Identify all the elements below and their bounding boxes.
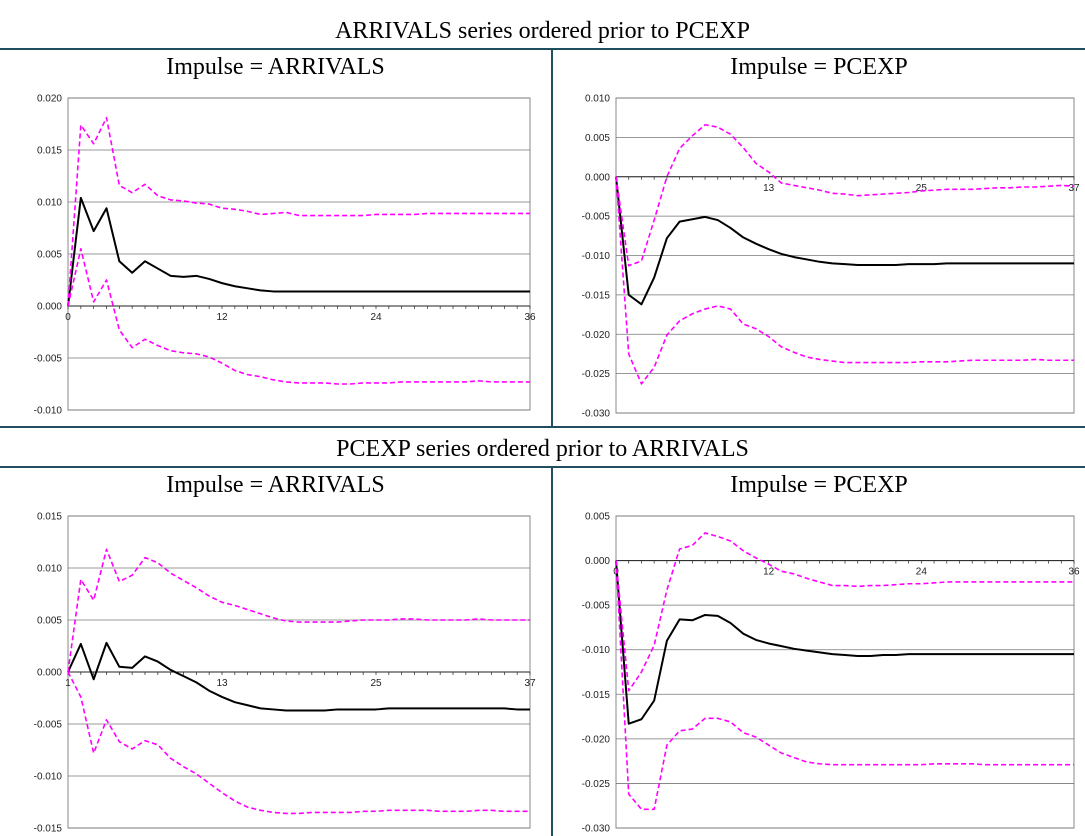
y-tick-label: -0.005 <box>582 212 611 223</box>
y-tick-label: 0.010 <box>585 94 610 105</box>
plot-frame <box>67 97 531 411</box>
confidence-band-line <box>615 176 1074 385</box>
y-tick-label: 0.015 <box>37 146 62 157</box>
y-tick-label: 0.000 <box>37 668 62 679</box>
confidence-band-line <box>615 123 1075 267</box>
section-divider-2 <box>0 426 1085 428</box>
y-tick-label: 0.010 <box>37 198 62 209</box>
x-tick-label: 36 <box>524 312 536 323</box>
y-tick-label: 0.000 <box>585 172 610 183</box>
confidence-band-line <box>67 548 530 673</box>
y-tick-label: -0.005 <box>34 720 63 731</box>
plot-frame <box>67 515 531 829</box>
y-tick-label: 0.005 <box>585 133 610 144</box>
y-tick-label: 0.005 <box>37 616 62 627</box>
x-tick-label: 1 <box>65 678 71 689</box>
y-tick-label: -0.025 <box>582 779 611 790</box>
impulse-response-line <box>615 176 1074 306</box>
y-tick-label: -0.020 <box>582 330 611 341</box>
panel-title-3: Impulse = ARRIVALS <box>166 472 385 498</box>
y-tick-label: -0.030 <box>582 824 611 835</box>
panel-title-1: Impulse = ARRIVALS <box>166 54 385 80</box>
y-tick-label: -0.015 <box>34 824 63 835</box>
y-tick-label: -0.015 <box>582 290 611 301</box>
x-tick-label: 0 <box>613 567 619 578</box>
x-tick-label: 25 <box>916 183 928 194</box>
y-tick-label: 0.005 <box>37 250 62 261</box>
y-tick-label: -0.015 <box>582 690 611 701</box>
x-tick-label: 24 <box>916 567 928 578</box>
x-tick-label: 37 <box>524 678 536 689</box>
y-tick-label: 0.005 <box>585 512 610 523</box>
y-tick-label: -0.005 <box>582 601 611 612</box>
x-tick-label: 13 <box>216 678 228 689</box>
x-tick-label: 37 <box>1068 183 1080 194</box>
x-tick-label: 12 <box>216 312 228 323</box>
impulse-response-line <box>615 560 1074 725</box>
x-tick-label: 0 <box>65 312 71 323</box>
x-tick-label: 36 <box>1068 567 1080 578</box>
panel-title-2: Impulse = PCEXP <box>730 54 908 80</box>
y-tick-label: -0.030 <box>582 409 611 420</box>
panel-divider-2 <box>551 466 553 836</box>
y-tick-label: -0.025 <box>582 369 611 380</box>
plot-frame <box>615 97 1075 414</box>
confidence-band-line <box>615 532 1074 692</box>
x-tick-label: 12 <box>763 567 775 578</box>
y-tick-label: 0.020 <box>37 94 62 105</box>
panel-divider-1 <box>551 48 553 426</box>
y-tick-label: -0.005 <box>34 354 63 365</box>
x-tick-label: 25 <box>370 678 382 689</box>
plot-frame <box>615 515 1075 829</box>
section-divider-1 <box>0 48 1085 50</box>
y-tick-label: 0.015 <box>37 512 62 523</box>
confidence-band-line <box>67 248 530 385</box>
y-tick-label: -0.010 <box>582 645 611 656</box>
y-tick-label: 0.000 <box>585 556 610 567</box>
y-tick-label: -0.010 <box>582 251 611 262</box>
y-tick-label: 0.000 <box>37 302 62 313</box>
section-title-1: ARRIVALS series ordered prior to PCEXP <box>335 18 750 44</box>
y-tick-label: -0.020 <box>582 734 611 745</box>
panel-title-4: Impulse = PCEXP <box>730 472 908 498</box>
y-tick-label: -0.010 <box>34 772 63 783</box>
x-tick-label: 24 <box>370 312 382 323</box>
y-tick-label: -0.010 <box>34 406 63 417</box>
section-divider-3 <box>0 466 1085 468</box>
x-tick-label: 13 <box>763 183 775 194</box>
impulse-response-line <box>67 196 530 307</box>
confidence-band-line <box>615 560 1074 811</box>
confidence-band-line <box>67 671 530 815</box>
section-title-2: PCEXP series ordered prior to ARRIVALS <box>336 436 749 462</box>
y-tick-label: 0.010 <box>37 564 62 575</box>
confidence-band-line <box>67 116 530 307</box>
impulse-response-line <box>67 641 530 712</box>
